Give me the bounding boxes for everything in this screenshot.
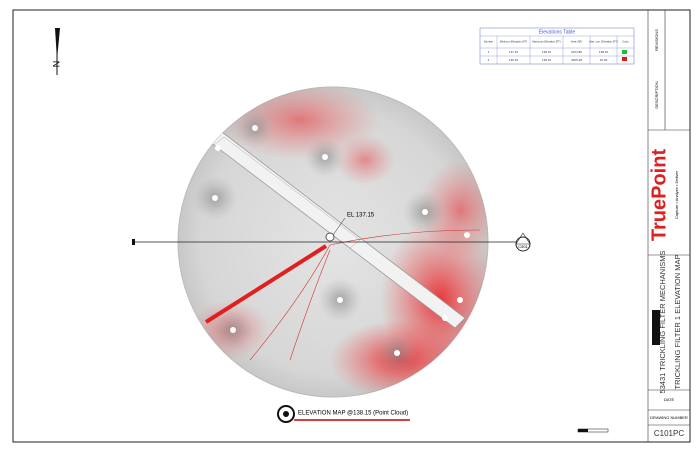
table-cell: 4425.28	[571, 58, 582, 62]
view-title-text: ELEVATION MAP @138.15 (Point Cloud)	[298, 411, 408, 417]
sheet-title: TRICKLING FILTER 1 ELEVATION MAP	[673, 254, 682, 389]
sheet-number: C101PC	[654, 429, 684, 438]
table-cell: 137.15	[509, 50, 519, 54]
table-title: Elevations Table	[539, 29, 576, 35]
elevation-callout: EL 137.15	[347, 213, 375, 219]
leader	[332, 217, 346, 236]
title-block	[647, 10, 690, 442]
table-cell: 138.15	[599, 50, 609, 54]
view-title: ELEVATION MAP @138.15 (Point Cloud)	[277, 405, 410, 423]
elevations-table: Elevations Table Number Minimum Elevation…	[479, 27, 635, 65]
scale-bar	[577, 428, 609, 433]
sheet-border	[12, 9, 691, 443]
color-swatch	[622, 57, 627, 61]
project-name: 53431 TRICKLING FILTER MECHANISMS	[658, 250, 667, 393]
table-cell: 16.00	[600, 58, 608, 62]
table-header: Area (SF)	[571, 40, 582, 44]
revisions-label: REVISIONS	[654, 29, 659, 51]
point-cloud	[177, 86, 489, 398]
table-header: Number	[484, 40, 493, 44]
section-marker: C501	[515, 232, 531, 252]
section-end	[132, 239, 135, 245]
sheet-label: DRAWING NUMBER	[650, 415, 688, 420]
north-label: N	[51, 61, 61, 68]
table-header: Max. Len. Elevation (FT)	[589, 40, 618, 44]
table-cell: 136.15	[509, 58, 519, 62]
table-cell: 138.15	[542, 58, 552, 62]
table-header: Color	[622, 40, 628, 44]
description-label: DESCRIPTION	[654, 81, 659, 108]
color-swatch	[622, 50, 627, 54]
company-tagline: Capture • Analyze • Deliver	[674, 170, 679, 219]
section-label: C501	[518, 244, 528, 249]
table-cell: 2	[488, 58, 490, 62]
table-header: Maximum Elevation (FT)	[532, 40, 560, 44]
table-cell: 3374.86	[571, 50, 582, 54]
table-header: Minimum Elevation (FT)	[500, 40, 528, 44]
table-cell: 138.15	[542, 50, 552, 54]
date-label: DATE	[664, 397, 675, 402]
company-logo: TruePoint	[648, 149, 670, 242]
north-arrow: N	[51, 28, 61, 75]
table-cell: 1	[488, 50, 490, 54]
